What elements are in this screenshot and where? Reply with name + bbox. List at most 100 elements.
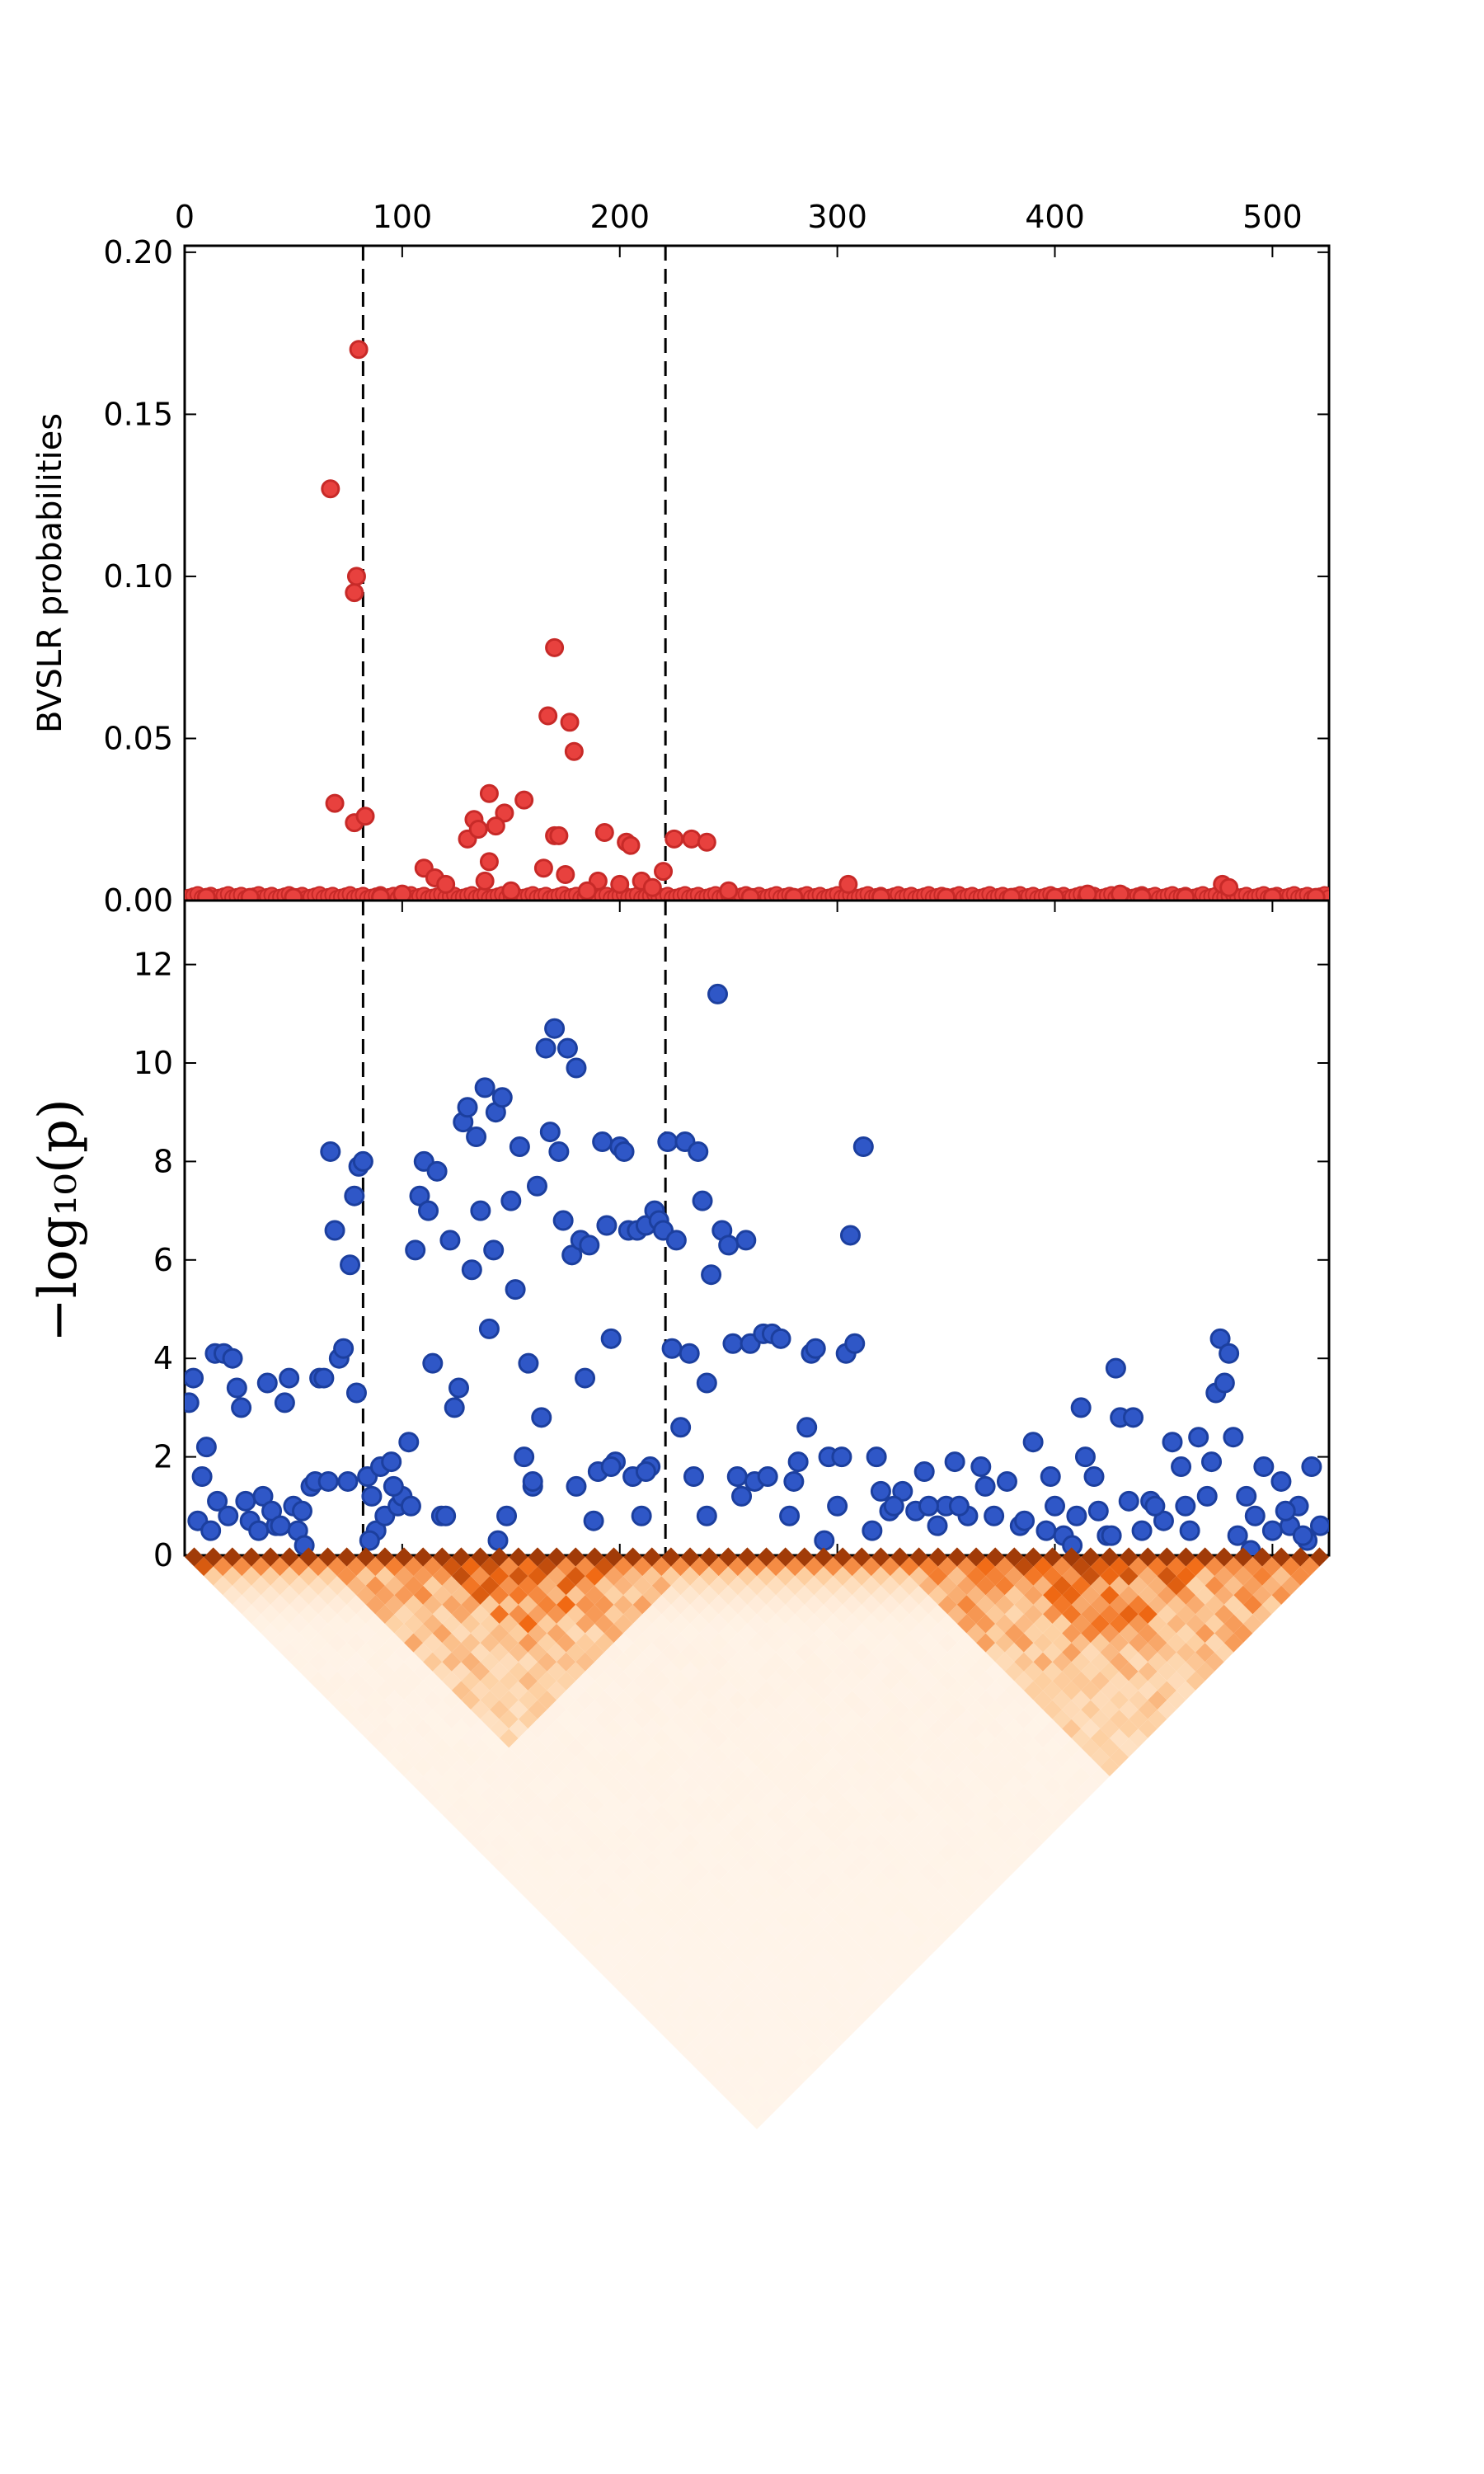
heatmap-cell	[528, 1890, 547, 1910]
heatmap-cell	[680, 1814, 700, 1834]
heatmap-cell	[575, 1881, 595, 1901]
heatmap-cell	[918, 1900, 938, 1920]
heatmap-cell	[785, 1843, 805, 1863]
heatmap-cell	[461, 1747, 481, 1767]
heatmap-cell	[956, 1881, 977, 1901]
heatmap-cell	[814, 1986, 834, 2006]
heatmap-cell	[1033, 1729, 1053, 1748]
heatmap-cell	[776, 1700, 796, 1719]
middle-point	[359, 1530, 380, 1551]
middle-point	[195, 1437, 217, 1458]
heatmap-cell	[356, 1547, 376, 1567]
heatmap-cell	[871, 1986, 890, 2006]
heatmap-cell	[852, 1585, 871, 1605]
heatmap-cell	[852, 1890, 871, 1910]
heatmap-cell	[1109, 1729, 1129, 1748]
heatmap-cell	[1023, 1700, 1043, 1719]
heatmap-cell	[757, 1776, 777, 1796]
heatmap-cell	[881, 1843, 900, 1863]
heatmap-cell	[623, 1967, 643, 1987]
heatmap-cell	[518, 1862, 538, 1882]
heatmap-cell	[317, 1604, 338, 1624]
middle-point	[718, 1235, 740, 1256]
heatmap-cell	[661, 1795, 681, 1815]
heatmap-cell	[585, 1890, 604, 1910]
heatmap-cell	[747, 1938, 767, 1958]
heatmap-cell	[585, 1776, 604, 1796]
heatmap-cell	[966, 1795, 986, 1815]
heatmap-cell	[375, 1681, 395, 1700]
heatmap-cell	[852, 1909, 871, 1930]
middle-point	[522, 1470, 543, 1492]
heatmap-cell	[642, 1871, 662, 1891]
heatmap-cell	[737, 1948, 757, 1968]
heatmap-cell	[308, 1614, 328, 1634]
top-point	[1002, 887, 1021, 901]
heatmap-cell	[509, 1776, 528, 1796]
heatmap-cell	[480, 1823, 500, 1843]
heatmap-cell	[499, 1785, 519, 1805]
heatmap-cell	[613, 1690, 633, 1710]
heatmap-cell	[661, 1890, 681, 1910]
heatmap-cell	[881, 1747, 900, 1767]
heatmap-cell	[317, 1547, 338, 1567]
heatmap-cell	[871, 1814, 890, 1834]
heatmap-cell	[833, 1890, 852, 1910]
heatmap-cell	[471, 1833, 491, 1853]
heatmap-cell	[728, 1729, 748, 1748]
heatmap-cell	[547, 1623, 566, 1644]
heatmap-cell	[804, 2034, 824, 2053]
heatmap-cell	[747, 1747, 767, 1767]
heatmap-cell	[1071, 1710, 1091, 1729]
heatmap-cell	[528, 1833, 547, 1853]
heatmap-cell	[509, 1585, 528, 1605]
heatmap-cell	[365, 1690, 385, 1710]
heatmap-cell	[709, 1690, 729, 1710]
heatmap-cell	[776, 1929, 796, 1949]
heatmap-cell	[1138, 1719, 1158, 1738]
heatmap-cell	[471, 1585, 491, 1605]
heatmap-cell	[833, 1833, 852, 1853]
heatmap-cell	[909, 1700, 929, 1719]
heatmap-cell	[528, 1700, 547, 1719]
heatmap-cell	[757, 1795, 777, 1815]
heatmap-cell	[651, 1690, 671, 1710]
heatmap-cell	[795, 1852, 815, 1872]
middle-point	[1236, 1485, 1257, 1507]
heatmap-cell	[651, 1576, 671, 1596]
heatmap-cell	[862, 1881, 881, 1901]
heatmap-cell	[375, 1662, 395, 1681]
heatmap-cell	[1014, 1729, 1034, 1748]
heatmap-cell	[890, 1776, 910, 1796]
heatmap-cell	[843, 1690, 862, 1710]
top-point	[549, 825, 569, 845]
heatmap-cell	[394, 1604, 414, 1624]
heatmap-cell	[566, 1890, 585, 1910]
heatmap-cell	[632, 1843, 652, 1863]
heatmap-cell	[1090, 1729, 1110, 1748]
heatmap-cell	[499, 1804, 519, 1824]
heatmap-cell	[881, 1823, 900, 1843]
heatmap-cell	[709, 1976, 729, 1997]
heatmap-cell	[862, 1785, 881, 1805]
heatmap-cell	[613, 1900, 633, 1920]
heatmap-cell	[1090, 1710, 1110, 1729]
heatmap-cell	[375, 1547, 395, 1567]
heatmap-cell	[585, 1623, 604, 1644]
heatmap-cell	[757, 1566, 777, 1586]
heatmap-cell	[317, 1623, 338, 1644]
heatmap-cell	[785, 1729, 805, 1748]
heatmap-cell	[966, 1814, 986, 1834]
heatmap-cell	[642, 1833, 662, 1853]
heatmap-cell	[985, 1833, 1005, 1853]
heatmap-cell	[718, 1986, 738, 2006]
heatmap-cell	[1052, 1729, 1072, 1748]
middle-point	[409, 1185, 430, 1206]
heatmap-cell	[461, 1710, 481, 1729]
heatmap-cell	[757, 1681, 777, 1700]
heatmap-cell	[232, 1576, 251, 1596]
heatmap-cell	[613, 1557, 633, 1577]
heatmap-cell	[1109, 1747, 1129, 1767]
middle-point	[466, 1126, 487, 1148]
heatmap-cell	[814, 2024, 834, 2044]
